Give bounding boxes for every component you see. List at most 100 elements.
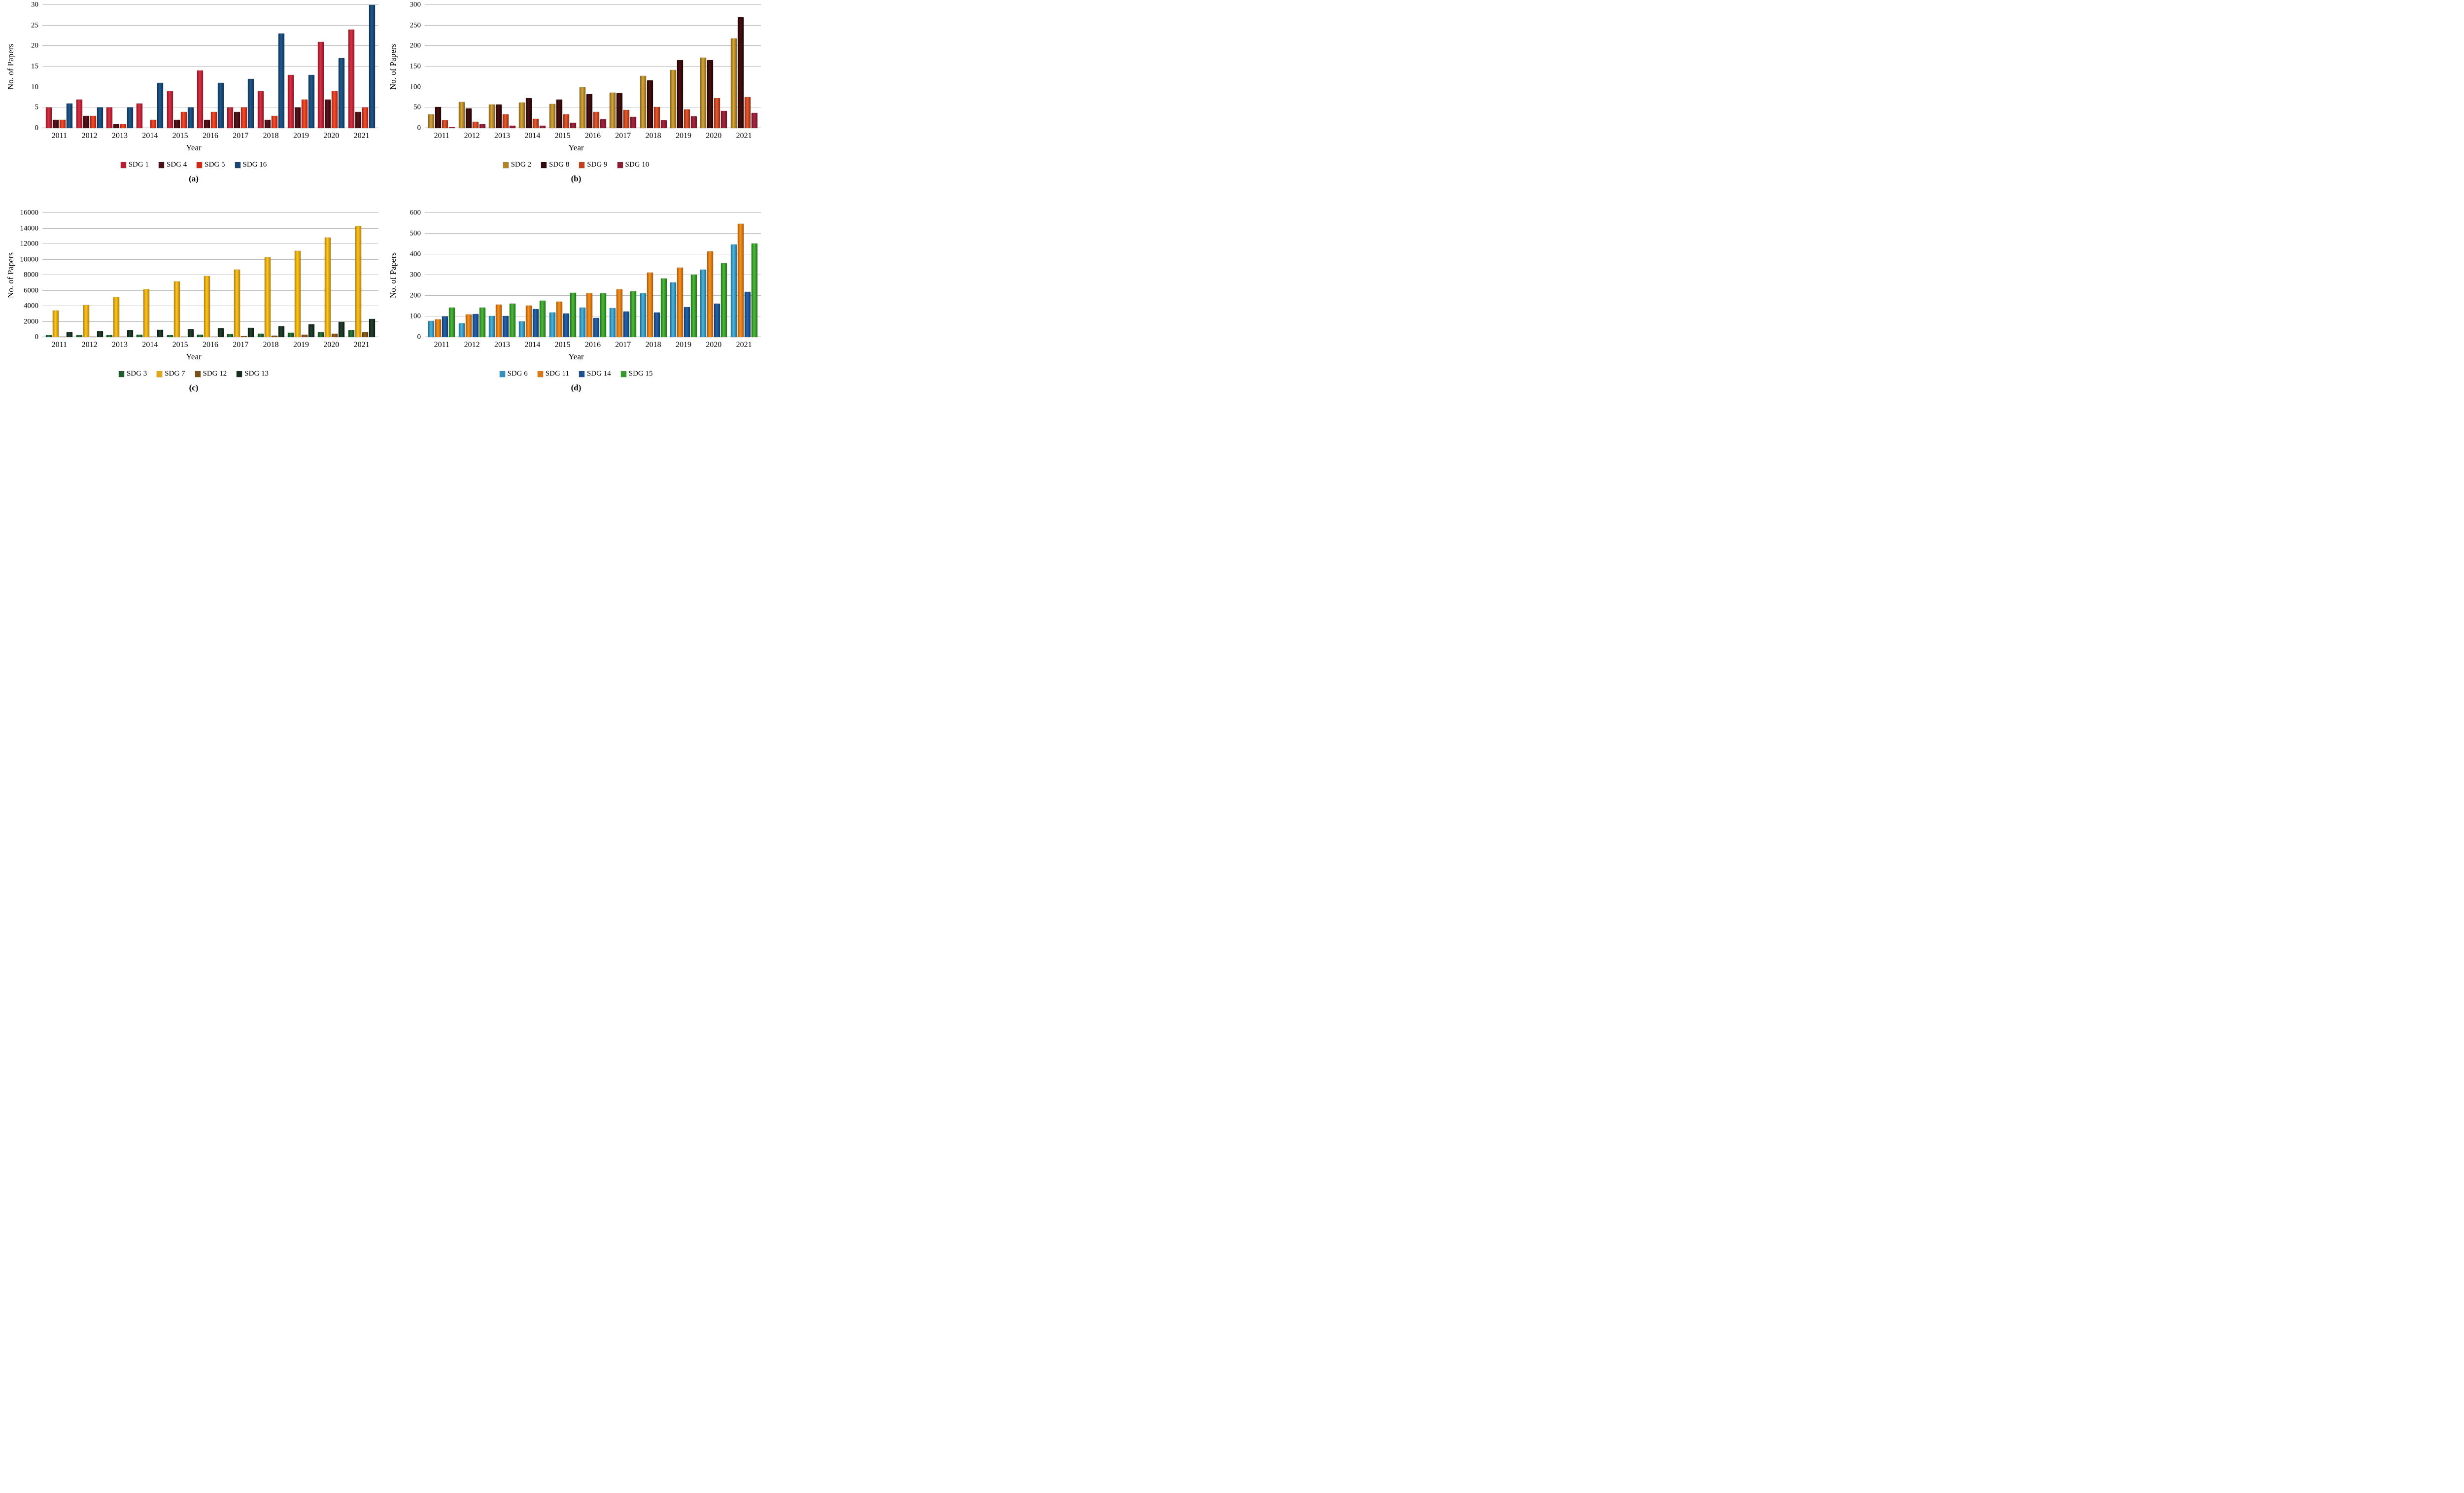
y-axis-tick-label: 0 (417, 124, 421, 132)
x-axis-title: Year (186, 143, 202, 152)
y-axis-tick-label: 0 (34, 333, 39, 341)
year-group-2018: 2018 (640, 5, 667, 140)
legend-item-sdg-9: SDG 9 (579, 161, 608, 169)
year-group-2021: 2021 (348, 213, 375, 349)
year-group-2015: 2015 (167, 5, 194, 140)
year-group-2013: 2013 (488, 5, 515, 140)
x-axis-title: Year (568, 352, 584, 361)
gridline (425, 295, 761, 296)
legend-item-sdg-7: SDG 7 (157, 370, 185, 378)
bar-sdg-4-2020 (325, 100, 331, 128)
year-group-2015: 2015 (549, 5, 576, 140)
legend-item-sdg-1: SDG 1 (120, 161, 149, 169)
x-axis-tick-label: 2019 (293, 341, 309, 349)
x-axis-tick-label: 2019 (675, 132, 691, 140)
x-axis-tick-label: 2021 (353, 132, 370, 140)
x-axis-tick-label: 2012 (464, 132, 480, 140)
bar-sdg-13-2013 (127, 330, 133, 337)
bar-sdg-7-2018 (264, 257, 271, 337)
bar-sdg-11-2016 (586, 293, 592, 337)
x-axis-tick-label: 2020 (323, 132, 340, 140)
legend-swatch-icon (158, 162, 164, 168)
y-axis-tick-label: 300 (410, 271, 421, 279)
y-axis-tick-label: 14000 (20, 224, 39, 232)
bar-sdg-8-2018 (647, 80, 653, 128)
bar-sdg-1-2013 (106, 107, 112, 128)
legend-swatch-icon (118, 371, 124, 377)
bar-sdg-2-2012 (458, 102, 465, 128)
bar-sdg-7-2017 (234, 270, 240, 337)
x-axis-tick-label: 2014 (524, 132, 541, 140)
bar-sdg-13-2017 (248, 328, 254, 337)
bar-sdg-10-2013 (509, 126, 515, 128)
bar-sdg-6-2018 (640, 293, 646, 337)
y-axis-title: No. of Papers (388, 252, 398, 298)
gridline (42, 25, 378, 26)
legend-swatch-icon (237, 371, 242, 377)
plot-area: 0 100 200 300 400 500 600 2011 2012 2013 2014 2015 2… (410, 209, 761, 349)
bar-sdg-9-2016 (593, 112, 599, 128)
bar-groups: 2011 2012 2013 2014 2015 2016 2017 2018 2019 2020… (42, 5, 378, 140)
gridline (42, 321, 378, 322)
bar-sdg-7-2021 (355, 226, 361, 337)
bar-sdg-5-2013 (120, 124, 126, 128)
year-group-2016: 2016 (579, 213, 606, 349)
bar-sdg-6-2013 (488, 316, 495, 337)
bar-sdg-14-2014 (533, 309, 539, 337)
bar-sdg-14-2018 (653, 312, 660, 337)
legend-swatch-icon (617, 162, 623, 168)
legend-label: SDG 15 (628, 370, 653, 378)
x-axis-tick-label: 2017 (615, 341, 631, 349)
bar-sdg-3-2018 (257, 334, 264, 337)
year-group-2015: 2015 (167, 213, 194, 349)
bar-sdg-6-2015 (549, 312, 555, 337)
y-axis-tick-label: 100 (410, 312, 421, 320)
bar-sdg-9-2020 (714, 98, 720, 128)
bar-sdg-9-2014 (533, 119, 539, 128)
bar-sdg-2-2021 (730, 38, 737, 128)
year-group-2020: 2020 (318, 5, 345, 140)
year-group-2016: 2016 (579, 5, 606, 140)
x-axis-tick-label: 2016 (202, 341, 218, 349)
y-axis-tick-label: 10 (31, 83, 38, 91)
x-axis-tick-label: 2013 (111, 132, 128, 140)
x-axis-tick-label: 2013 (111, 341, 128, 349)
y-axis-tick-label: 200 (410, 291, 421, 300)
year-group-2014: 2014 (519, 213, 546, 349)
year-group-2012: 2012 (76, 5, 103, 140)
x-axis-tick-label: 2015 (554, 341, 571, 349)
bar-sdg-15-2011 (449, 308, 455, 337)
bar-sdg-14-2015 (563, 313, 569, 337)
bar-sdg-14-2020 (714, 304, 720, 337)
gridline (42, 45, 378, 46)
legend-label: SDG 2 (511, 161, 531, 169)
y-axis-tick-label: 0 (417, 333, 421, 341)
chart-panel-a: No. of Papers 0 5 10 15 20 25 30 2011 2012 2013 20… (4, 1, 386, 211)
year-group-2012: 2012 (458, 5, 485, 140)
bar-sdg-1-2016 (197, 70, 203, 128)
bar-sdg-3-2013 (106, 335, 112, 337)
year-group-2017: 2017 (610, 5, 637, 140)
legend-swatch-icon (579, 371, 584, 377)
bar-sdg-15-2014 (540, 301, 546, 337)
year-group-2020: 2020 (700, 5, 727, 140)
bar-sdg-8-2019 (677, 60, 683, 128)
bar-sdg-6-2012 (458, 323, 465, 337)
bar-sdg-13-2011 (67, 332, 73, 337)
x-axis-tick-label: 2016 (584, 341, 601, 349)
bar-sdg-16-2020 (339, 58, 345, 128)
bar-sdg-15-2020 (721, 263, 727, 337)
bar-sdg-6-2011 (428, 321, 435, 337)
bar-sdg-10-2015 (570, 123, 576, 128)
x-axis-tick-label: 2019 (293, 132, 309, 140)
bar-sdg-15-2018 (660, 278, 667, 337)
gridline (42, 66, 378, 67)
bar-sdg-12-2020 (332, 334, 338, 337)
year-group-2017: 2017 (610, 213, 637, 349)
x-axis-tick-label: 2017 (233, 132, 249, 140)
bar-sdg-1-2014 (137, 104, 143, 128)
bar-sdg-3-2016 (197, 335, 203, 337)
bar-sdg-8-2012 (465, 108, 472, 128)
bar-sdg-5-2011 (60, 120, 66, 128)
x-axis-tick-label: 2018 (263, 132, 279, 140)
